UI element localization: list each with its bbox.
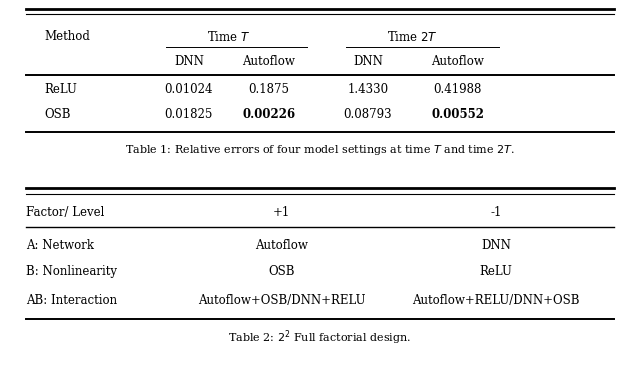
Text: DNN: DNN bbox=[481, 239, 511, 252]
Text: -1: -1 bbox=[490, 206, 502, 219]
Text: Autoflow: Autoflow bbox=[255, 239, 308, 252]
Text: 0.00552: 0.00552 bbox=[431, 107, 484, 121]
Text: 1.4330: 1.4330 bbox=[348, 83, 388, 96]
Text: Factor/ Level: Factor/ Level bbox=[26, 206, 104, 219]
Text: Table 1: Relative errors of four model settings at time $T$ and time $2T$.: Table 1: Relative errors of four model s… bbox=[125, 143, 515, 157]
Text: 0.01024: 0.01024 bbox=[164, 83, 213, 96]
Text: Autoflow: Autoflow bbox=[431, 55, 484, 68]
Text: ReLU: ReLU bbox=[45, 83, 77, 96]
Text: DNN: DNN bbox=[353, 55, 383, 68]
Text: A: Network: A: Network bbox=[26, 239, 93, 252]
Text: Time $2T$: Time $2T$ bbox=[387, 30, 438, 44]
Text: ReLU: ReLU bbox=[479, 265, 513, 278]
Text: Autoflow+RELU/DNN+OSB: Autoflow+RELU/DNN+OSB bbox=[412, 294, 580, 307]
Text: AB: Interaction: AB: Interaction bbox=[26, 294, 116, 307]
Text: Method: Method bbox=[45, 30, 91, 43]
Text: 0.41988: 0.41988 bbox=[433, 83, 482, 96]
Text: B: Nonlinearity: B: Nonlinearity bbox=[26, 265, 116, 278]
Text: +1: +1 bbox=[273, 206, 290, 219]
Text: Time $T$: Time $T$ bbox=[207, 30, 250, 44]
Text: 0.08793: 0.08793 bbox=[344, 107, 392, 121]
Text: 0.01825: 0.01825 bbox=[164, 107, 213, 121]
Text: Table 2: $2^2$ Full factorial design.: Table 2: $2^2$ Full factorial design. bbox=[228, 329, 412, 347]
Text: 0.1875: 0.1875 bbox=[248, 83, 289, 96]
Text: 0.00226: 0.00226 bbox=[242, 107, 296, 121]
Text: Autoflow: Autoflow bbox=[243, 55, 295, 68]
Text: DNN: DNN bbox=[174, 55, 204, 68]
Text: OSB: OSB bbox=[45, 107, 71, 121]
Text: OSB: OSB bbox=[268, 265, 295, 278]
Text: Autoflow+OSB/DNN+RELU: Autoflow+OSB/DNN+RELU bbox=[198, 294, 365, 307]
